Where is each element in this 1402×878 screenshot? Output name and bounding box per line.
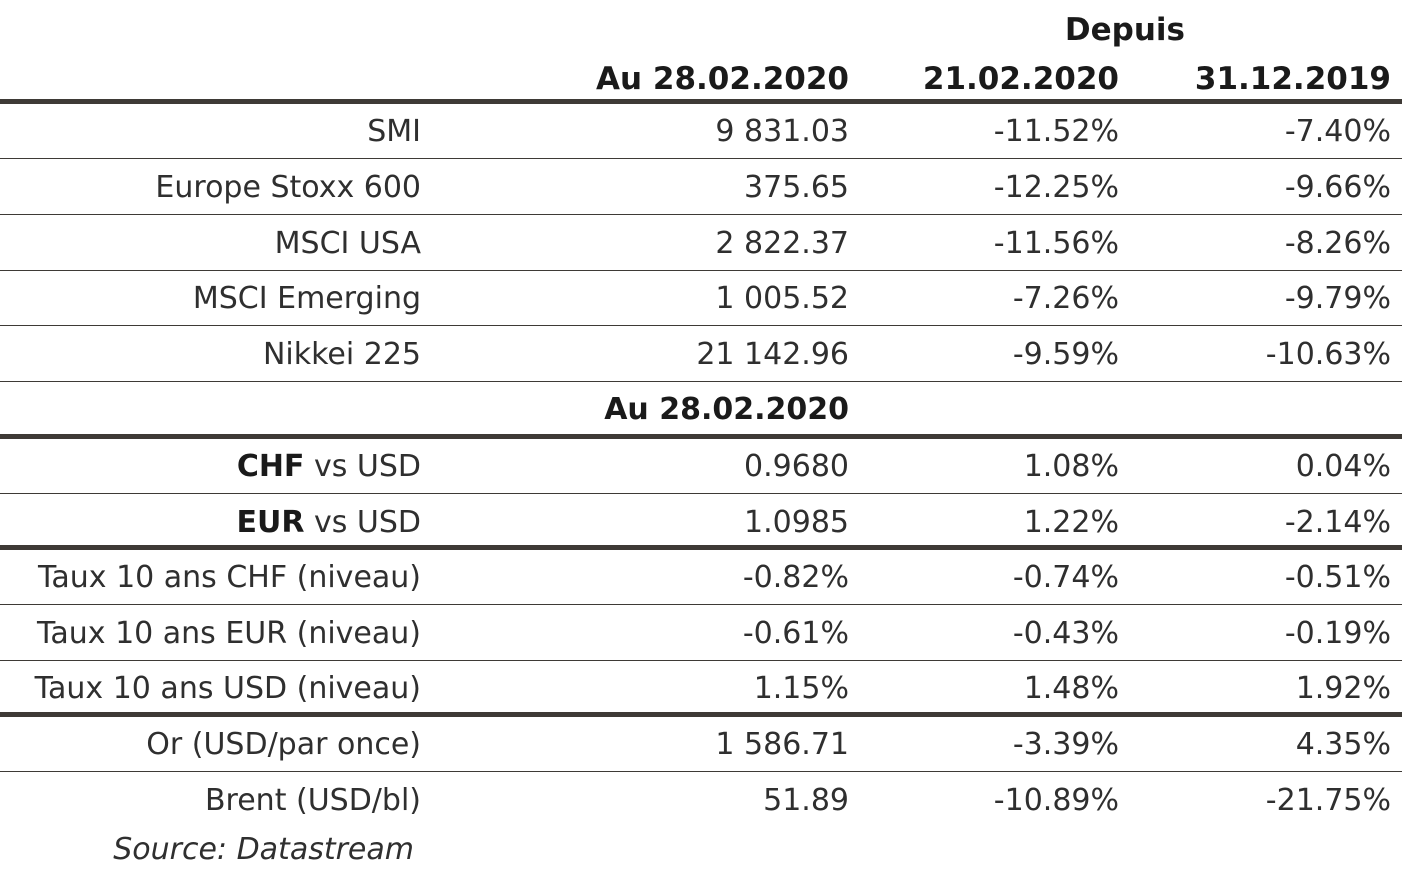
row-change-2: -21.75% bbox=[1265, 783, 1391, 818]
header-divider bbox=[0, 99, 1402, 104]
currency-code: EUR bbox=[236, 505, 305, 540]
table-row: MSCI Emerging 1 005.52 -7.26% -9.79% bbox=[0, 271, 1402, 326]
row-change-2: 1.92% bbox=[1295, 671, 1391, 706]
row-value: 51.89 bbox=[763, 783, 849, 818]
table-row: Taux 10 ans CHF (niveau) -0.82% -0.74% -… bbox=[0, 550, 1402, 605]
row-change-1: 1.22% bbox=[1023, 505, 1119, 540]
row-label: SMI bbox=[367, 114, 421, 149]
row-label: CHF vs USD bbox=[237, 439, 421, 494]
row-value: 1.15% bbox=[753, 671, 849, 706]
row-change-1: 1.48% bbox=[1023, 671, 1119, 706]
row-value: -0.82% bbox=[742, 560, 849, 595]
row-change-2: 0.04% bbox=[1295, 449, 1391, 484]
header-depuis: Depuis bbox=[1064, 12, 1185, 48]
row-change-2: -2.14% bbox=[1284, 505, 1391, 540]
row-change-1: -12.25% bbox=[993, 170, 1119, 205]
row-change-1: -11.52% bbox=[993, 114, 1119, 149]
currency-pair-suffix: vs USD bbox=[304, 449, 421, 484]
row-value: 21 142.96 bbox=[696, 337, 849, 372]
row-value: 1.0985 bbox=[744, 505, 849, 540]
row-change-2: -10.63% bbox=[1265, 337, 1391, 372]
row-change-2: -0.51% bbox=[1284, 560, 1391, 595]
row-value: -0.61% bbox=[742, 616, 849, 651]
subheader-date: Au 28.02.2020 bbox=[604, 392, 849, 427]
row-change-1: -10.89% bbox=[993, 783, 1119, 818]
table-row: MSCI USA 2 822.37 -11.56% -8.26% bbox=[0, 216, 1402, 271]
table-row: Nikkei 225 21 142.96 -9.59% -10.63% bbox=[0, 327, 1402, 382]
row-value: 0.9680 bbox=[744, 449, 849, 484]
row-value: 1 005.52 bbox=[715, 281, 849, 316]
row-label: EUR vs USD bbox=[236, 495, 421, 550]
table-row: EUR vs USD 1.0985 1.22% -2.14% bbox=[0, 495, 1402, 550]
row-change-1: -0.74% bbox=[1012, 560, 1119, 595]
row-change-2: -9.79% bbox=[1284, 281, 1391, 316]
row-value: 9 831.03 bbox=[715, 114, 849, 149]
row-change-2: -8.26% bbox=[1284, 226, 1391, 261]
row-change-1: -9.59% bbox=[1012, 337, 1119, 372]
header-since-2: 31.12.2019 bbox=[1194, 61, 1391, 97]
row-label: Taux 10 ans CHF (niveau) bbox=[38, 560, 421, 595]
table-row: Brent (USD/bl) 51.89 -10.89% -21.75% bbox=[0, 773, 1402, 828]
fx-divider bbox=[0, 545, 1402, 550]
table-row: SMI 9 831.03 -11.52% -7.40% bbox=[0, 104, 1402, 159]
row-change-1: -11.56% bbox=[993, 226, 1119, 261]
row-change-1: -7.26% bbox=[1012, 281, 1119, 316]
row-label: Brent (USD/bl) bbox=[204, 783, 421, 818]
row-label: Taux 10 ans USD (niveau) bbox=[34, 671, 421, 706]
row-change-2: -9.66% bbox=[1284, 170, 1391, 205]
table-row: Or (USD/par once) 1 586.71 -3.39% 4.35% bbox=[0, 717, 1402, 772]
subheader-divider bbox=[0, 434, 1402, 439]
currency-pair-suffix: vs USD bbox=[304, 505, 421, 540]
rates-divider bbox=[0, 712, 1402, 717]
row-value: 1 586.71 bbox=[715, 727, 849, 762]
source-note: Source: Datastream bbox=[113, 832, 414, 867]
table-row: Taux 10 ans USD (niveau) 1.15% 1.48% 1.9… bbox=[0, 661, 1402, 716]
row-change-2: -7.40% bbox=[1284, 114, 1391, 149]
row-label: Or (USD/par once) bbox=[146, 727, 421, 762]
row-change-1: 1.08% bbox=[1023, 449, 1119, 484]
row-value: 2 822.37 bbox=[715, 226, 849, 261]
row-change-2: -0.19% bbox=[1284, 616, 1391, 651]
row-change-1: -0.43% bbox=[1012, 616, 1119, 651]
row-label: Europe Stoxx 600 bbox=[155, 170, 421, 205]
header-date-column: Au 28.02.2020 bbox=[596, 61, 849, 97]
table-row: Europe Stoxx 600 375.65 -12.25% -9.66% bbox=[0, 160, 1402, 215]
row-change-1: -3.39% bbox=[1012, 727, 1119, 762]
row-value: 375.65 bbox=[744, 170, 849, 205]
row-label: MSCI Emerging bbox=[192, 281, 421, 316]
header-since-1: 21.02.2020 bbox=[922, 61, 1119, 97]
currency-code: CHF bbox=[236, 449, 305, 484]
table-row: CHF vs USD 0.9680 1.08% 0.04% bbox=[0, 439, 1402, 494]
table-row: Taux 10 ans EUR (niveau) -0.61% -0.43% -… bbox=[0, 606, 1402, 661]
row-label: Nikkei 225 bbox=[262, 337, 421, 372]
row-label: Taux 10 ans EUR (niveau) bbox=[37, 616, 421, 651]
row-change-2: 4.35% bbox=[1295, 727, 1391, 762]
row-label: MSCI USA bbox=[274, 226, 421, 261]
